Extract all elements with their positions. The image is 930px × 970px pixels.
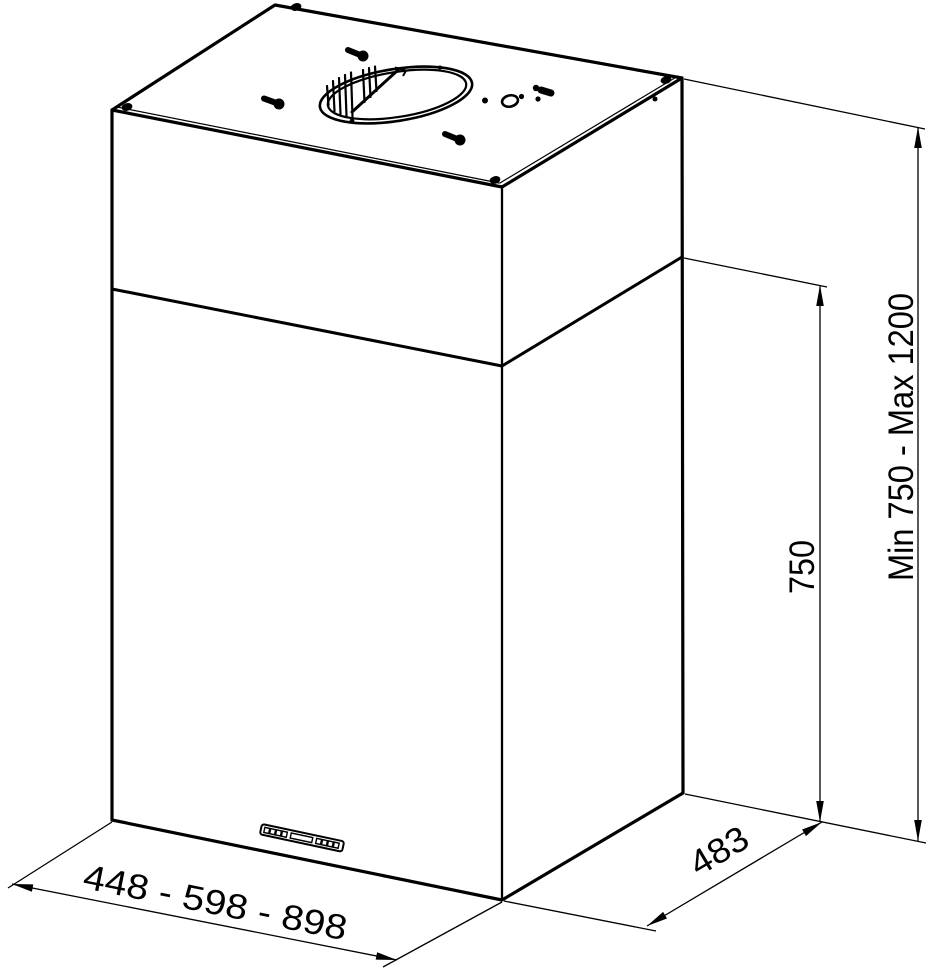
bottom-edge xyxy=(110,791,685,902)
extension-line xyxy=(7,821,113,889)
top-face-rim-line xyxy=(116,106,500,184)
outlet-hatching xyxy=(325,65,378,118)
outlet-outer-ring xyxy=(318,65,474,125)
damper-flap-edge xyxy=(350,68,400,114)
keyhole-slot xyxy=(261,47,466,146)
outlet-mark-dot xyxy=(438,65,442,70)
mounting-slots xyxy=(121,3,672,184)
damper-pivot-notch xyxy=(394,66,407,77)
extension-line xyxy=(382,901,503,968)
outlet-mark-dot xyxy=(482,97,488,104)
width-dimension-label: 448 - 598 - 898 xyxy=(80,857,350,948)
right-vertical-edge xyxy=(680,76,685,795)
control-panel xyxy=(259,823,345,853)
control-panel-display xyxy=(289,832,314,844)
screw-hole-cluster xyxy=(500,84,658,109)
open-screw-hole xyxy=(500,93,520,109)
dimension-lines xyxy=(7,78,927,968)
chimney-body-seam xyxy=(110,255,684,368)
extension-line xyxy=(683,257,828,288)
hood-outline xyxy=(110,3,685,902)
top-face-rim-line xyxy=(499,75,679,184)
dimension-arrowheads xyxy=(12,127,922,960)
dimension-labels: 448 - 598 - 898 483 750 Min 750 - Max 12… xyxy=(80,293,921,948)
depth-dimension-label: 483 xyxy=(682,818,755,883)
corner-screws xyxy=(121,3,672,184)
exhaust-outlet xyxy=(318,65,488,125)
body-height-dimension-label: 750 xyxy=(783,540,822,594)
top-face-edge xyxy=(110,3,684,189)
depth-dimension-line xyxy=(646,821,823,927)
extension-line xyxy=(503,900,657,932)
outlet-mark-dot xyxy=(349,118,355,124)
extension-line xyxy=(683,78,926,130)
overall-height-dimension-label: Min 750 - Max 1200 xyxy=(882,293,921,581)
extension-line xyxy=(684,793,927,844)
width-dimension-line xyxy=(11,883,398,961)
control-panel-buttons xyxy=(262,826,341,850)
